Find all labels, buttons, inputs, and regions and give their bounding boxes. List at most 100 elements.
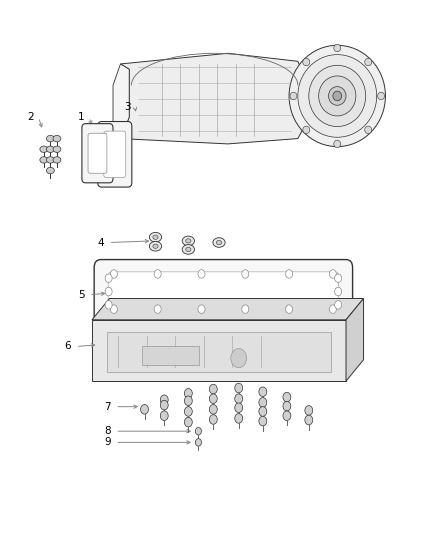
FancyBboxPatch shape xyxy=(108,272,339,311)
Circle shape xyxy=(283,401,291,411)
Ellipse shape xyxy=(46,167,54,174)
Circle shape xyxy=(259,398,267,407)
Text: 1: 1 xyxy=(78,112,85,122)
Ellipse shape xyxy=(365,58,372,66)
Circle shape xyxy=(110,305,117,313)
Ellipse shape xyxy=(334,44,341,52)
Ellipse shape xyxy=(182,245,194,254)
Ellipse shape xyxy=(216,240,222,245)
Ellipse shape xyxy=(40,157,48,163)
Bar xyxy=(142,346,199,365)
Ellipse shape xyxy=(46,157,54,163)
Ellipse shape xyxy=(149,232,162,242)
Circle shape xyxy=(141,405,148,414)
Circle shape xyxy=(283,411,291,421)
Polygon shape xyxy=(92,320,346,381)
Ellipse shape xyxy=(309,66,366,126)
Circle shape xyxy=(286,305,293,313)
Circle shape xyxy=(335,274,342,282)
Circle shape xyxy=(195,427,201,435)
Circle shape xyxy=(184,396,192,406)
FancyBboxPatch shape xyxy=(82,124,113,183)
Ellipse shape xyxy=(153,244,158,248)
Circle shape xyxy=(209,405,217,414)
Polygon shape xyxy=(120,53,307,144)
Ellipse shape xyxy=(289,45,385,147)
Circle shape xyxy=(105,287,112,296)
Ellipse shape xyxy=(182,236,194,246)
Circle shape xyxy=(209,415,217,424)
Ellipse shape xyxy=(303,58,310,66)
Circle shape xyxy=(259,416,267,426)
Text: 7: 7 xyxy=(104,402,111,411)
Circle shape xyxy=(242,305,249,313)
Circle shape xyxy=(283,392,291,402)
Text: 2: 2 xyxy=(27,112,34,122)
FancyBboxPatch shape xyxy=(98,122,132,187)
Ellipse shape xyxy=(303,126,310,134)
Circle shape xyxy=(235,403,243,413)
Circle shape xyxy=(105,301,112,309)
Circle shape xyxy=(329,305,336,313)
Circle shape xyxy=(335,301,342,309)
Ellipse shape xyxy=(333,91,342,101)
Ellipse shape xyxy=(318,76,356,116)
Circle shape xyxy=(329,270,336,278)
Circle shape xyxy=(259,407,267,416)
Circle shape xyxy=(110,270,117,278)
Circle shape xyxy=(184,407,192,416)
Polygon shape xyxy=(346,298,364,381)
Circle shape xyxy=(160,411,168,421)
Ellipse shape xyxy=(40,146,48,152)
Text: 3: 3 xyxy=(124,102,131,111)
Circle shape xyxy=(154,305,161,313)
Ellipse shape xyxy=(186,239,191,243)
Circle shape xyxy=(154,270,161,278)
Ellipse shape xyxy=(213,238,225,247)
Circle shape xyxy=(184,389,192,398)
Ellipse shape xyxy=(53,135,61,142)
Circle shape xyxy=(198,270,205,278)
Ellipse shape xyxy=(186,247,191,252)
Ellipse shape xyxy=(328,86,346,106)
Ellipse shape xyxy=(149,241,162,251)
Circle shape xyxy=(235,383,243,393)
Circle shape xyxy=(184,417,192,427)
Ellipse shape xyxy=(46,135,54,142)
Text: 5: 5 xyxy=(78,290,85,300)
Ellipse shape xyxy=(46,146,54,152)
Ellipse shape xyxy=(378,92,385,100)
Bar xyxy=(107,332,331,372)
Polygon shape xyxy=(92,298,364,320)
Circle shape xyxy=(231,349,247,368)
Ellipse shape xyxy=(365,126,372,134)
Circle shape xyxy=(209,384,217,394)
Text: 8: 8 xyxy=(104,426,111,436)
Circle shape xyxy=(105,274,112,282)
Circle shape xyxy=(235,394,243,403)
Circle shape xyxy=(195,439,201,446)
Circle shape xyxy=(242,270,249,278)
Circle shape xyxy=(198,305,205,313)
Ellipse shape xyxy=(290,92,297,100)
Circle shape xyxy=(259,387,267,397)
Ellipse shape xyxy=(298,55,377,137)
Ellipse shape xyxy=(334,140,341,148)
Ellipse shape xyxy=(153,235,158,239)
Text: 6: 6 xyxy=(64,342,71,351)
Circle shape xyxy=(305,406,313,415)
FancyBboxPatch shape xyxy=(94,260,353,324)
Ellipse shape xyxy=(53,146,61,152)
FancyBboxPatch shape xyxy=(104,131,126,177)
Circle shape xyxy=(160,400,168,410)
Circle shape xyxy=(209,394,217,403)
Circle shape xyxy=(235,414,243,423)
Text: 9: 9 xyxy=(104,438,111,447)
Polygon shape xyxy=(113,64,129,139)
FancyBboxPatch shape xyxy=(88,133,107,173)
Ellipse shape xyxy=(53,157,61,163)
Circle shape xyxy=(305,415,313,425)
Circle shape xyxy=(286,270,293,278)
Text: 4: 4 xyxy=(97,238,104,247)
Circle shape xyxy=(335,287,342,296)
